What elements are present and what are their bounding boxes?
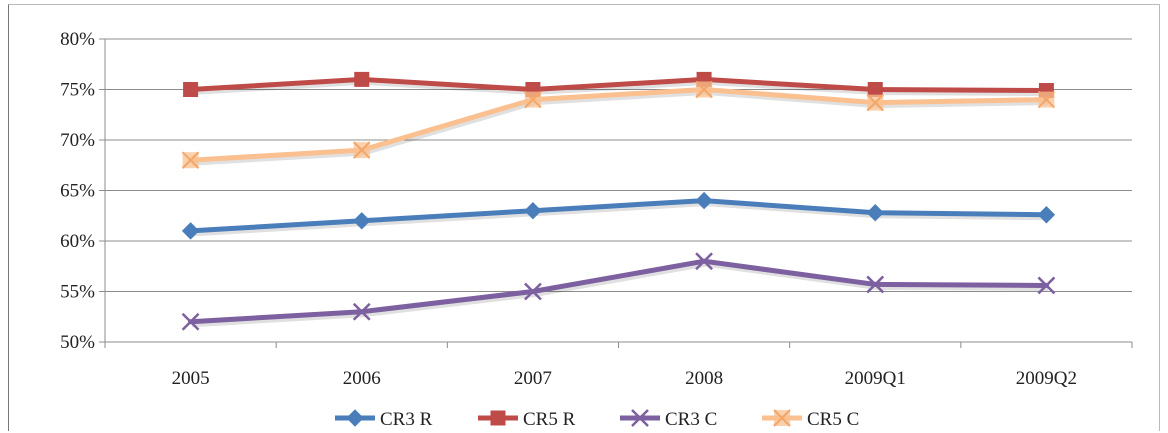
y-tick-label: 70% <box>60 130 95 151</box>
series-line <box>188 87 1049 163</box>
data-point <box>1037 206 1056 224</box>
legend-label: CR3 C <box>665 409 717 430</box>
legend-label: CR3 R <box>380 409 433 430</box>
data-point <box>524 90 542 109</box>
data-point <box>1037 276 1056 295</box>
series-line <box>188 198 1049 234</box>
y-tick-label: 75% <box>60 80 95 101</box>
legend-item: CR5 C <box>762 409 859 430</box>
data-point <box>524 201 542 220</box>
x-tick-label: 2006 <box>343 368 381 389</box>
x-tick-label: 2009Q1 <box>845 368 906 389</box>
series-cr3-r <box>181 191 1056 240</box>
data-point <box>354 71 370 87</box>
x-tick-label: 2007 <box>514 368 552 389</box>
legend-marker <box>773 409 791 427</box>
data-point <box>866 93 884 112</box>
data-point <box>183 82 199 97</box>
series-shadow <box>191 89 1048 166</box>
data-point <box>181 312 200 331</box>
data-point <box>524 282 542 301</box>
data-point <box>866 204 884 222</box>
data-point <box>181 151 200 169</box>
chart-frame <box>8 4 1160 431</box>
data-point <box>866 275 885 294</box>
series-cr3-c <box>181 252 1056 331</box>
legend-item: CR5 R <box>478 409 576 430</box>
legend-marker <box>631 409 649 427</box>
x-axis: 2005 2006 2007 2008 2009Q1 2009Q2 <box>104 341 1133 389</box>
data-point <box>867 82 883 97</box>
y-tick-label: 60% <box>60 231 95 252</box>
legend-marker <box>490 410 506 426</box>
legend-item: CR3 C <box>620 409 717 430</box>
x-tick-label: 2009Q2 <box>1016 368 1077 389</box>
data-point <box>1037 90 1056 109</box>
series-line <box>188 76 1049 94</box>
y-tick-label: 50% <box>60 332 95 353</box>
series-line <box>188 258 1049 325</box>
x-tick-label: 2008 <box>685 368 723 389</box>
data-point <box>695 191 713 210</box>
legend-item: CR3 R <box>335 409 433 430</box>
y-tick-label: 55% <box>60 282 95 303</box>
legend: CR3 R CR5 R CR3 C CR5 C <box>335 409 859 430</box>
legend-label: CR5 C <box>807 409 859 430</box>
data-point <box>695 252 713 271</box>
x-tick-label: 2005 <box>172 368 210 389</box>
legend-marker <box>346 409 364 427</box>
y-tick-label: 80% <box>60 29 95 50</box>
series-group <box>181 71 1056 331</box>
y-axis: 50% 55% 60% 65% 70% 75% 80% <box>60 29 106 353</box>
y-tick-label: 65% <box>60 181 95 202</box>
data-point <box>353 141 371 159</box>
data-point <box>181 222 200 240</box>
data-point <box>695 80 713 99</box>
series-cr5-c <box>181 80 1056 169</box>
data-point <box>353 212 371 230</box>
data-point <box>352 302 371 321</box>
legend-label: CR5 R <box>523 409 576 430</box>
